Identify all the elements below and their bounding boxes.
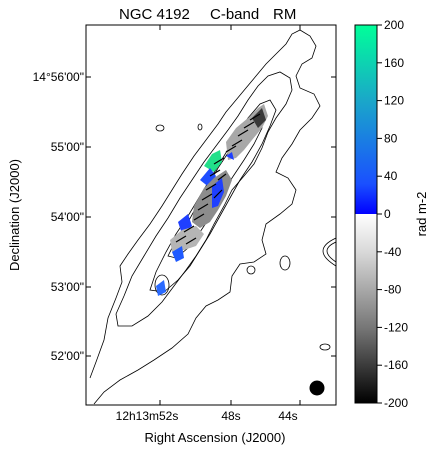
contour-blob-4	[246, 265, 256, 275]
dec-tick-label: 53'00"	[51, 280, 84, 294]
colorbar-tick-label: 80	[384, 131, 398, 145]
plot-ticks	[86, 25, 336, 405]
beam-marker	[309, 380, 325, 396]
colorbar-tick-label: -80	[384, 283, 402, 297]
colorbar-tick-labels: 200 160 120 80 40 0 -40 -80 -120 -160 -200	[384, 18, 408, 410]
rm-patch-blue-right	[212, 178, 224, 208]
x-axis-label: Right Ascension (J2000)	[145, 430, 286, 445]
dec-tick-label: 14°56'00"	[33, 70, 84, 84]
dec-tick-label: 52'00"	[51, 349, 84, 363]
vector	[225, 145, 237, 153]
map-area	[89, 29, 336, 405]
vector	[213, 189, 223, 199]
rm-patch-blue-lower	[172, 246, 184, 262]
rm-patch-blue-isolated	[156, 280, 166, 296]
vector	[213, 157, 225, 165]
vector	[185, 237, 197, 245]
colorbar-tick-label: -120	[384, 320, 408, 334]
colorbar-label: rad m-2	[414, 192, 429, 237]
vector	[205, 183, 217, 191]
colorbar-tick-label: 120	[384, 94, 404, 108]
rm-patch-blue-left	[178, 214, 192, 234]
vector	[217, 173, 227, 181]
outer-contour	[89, 29, 321, 405]
dec-tick-label: 55'00"	[51, 140, 84, 154]
colorbar-tick-label: -40	[384, 245, 402, 259]
figure-title-quantity: RM	[273, 6, 296, 23]
y-axis-label: Declination (J2000)	[7, 159, 22, 271]
vector	[193, 213, 205, 221]
vector	[197, 203, 209, 211]
vector	[231, 139, 243, 147]
colorbar-tick-label: 160	[384, 56, 404, 70]
vector	[175, 235, 187, 243]
polarization-vectors	[175, 113, 261, 245]
ra-tick-label: 44s	[278, 409, 297, 423]
vector	[237, 129, 249, 137]
ra-tick-label: 48s	[221, 409, 240, 423]
rm-emission	[156, 104, 268, 296]
edge-contour-arcs	[322, 237, 336, 267]
colorbar-tick-label: 200	[384, 18, 404, 32]
rm-patch-upper-dark	[252, 108, 266, 128]
vector	[249, 113, 261, 121]
contour-blob-6	[154, 274, 170, 296]
colorbar-tick-label: 0	[384, 207, 391, 221]
contour-blob-5	[319, 343, 331, 351]
colorbar-ticks	[377, 24, 382, 404]
dec-tick-label: 54'00"	[51, 210, 84, 224]
colorbar-tick-label: 40	[384, 169, 398, 183]
contour-blob-1	[155, 124, 165, 132]
colorbar	[354, 24, 378, 404]
rm-patch-green	[204, 150, 222, 172]
rm-patch-lower-grey	[170, 226, 204, 252]
figure-title-band: C-band	[210, 6, 259, 23]
figure-title-source: NGC 4192	[119, 6, 190, 23]
vector	[243, 121, 255, 129]
contour-blob-3	[279, 255, 291, 271]
vector	[209, 169, 221, 177]
ra-tick-label: 12h13m52s	[116, 409, 179, 423]
colorbar-tick-label: -200	[384, 396, 408, 410]
contour-blob-2	[197, 123, 203, 131]
colorbar-tick-label: -160	[384, 358, 408, 372]
rm-patch-blue-isolated-2	[226, 152, 234, 160]
vector	[201, 193, 213, 201]
vector	[183, 225, 195, 233]
